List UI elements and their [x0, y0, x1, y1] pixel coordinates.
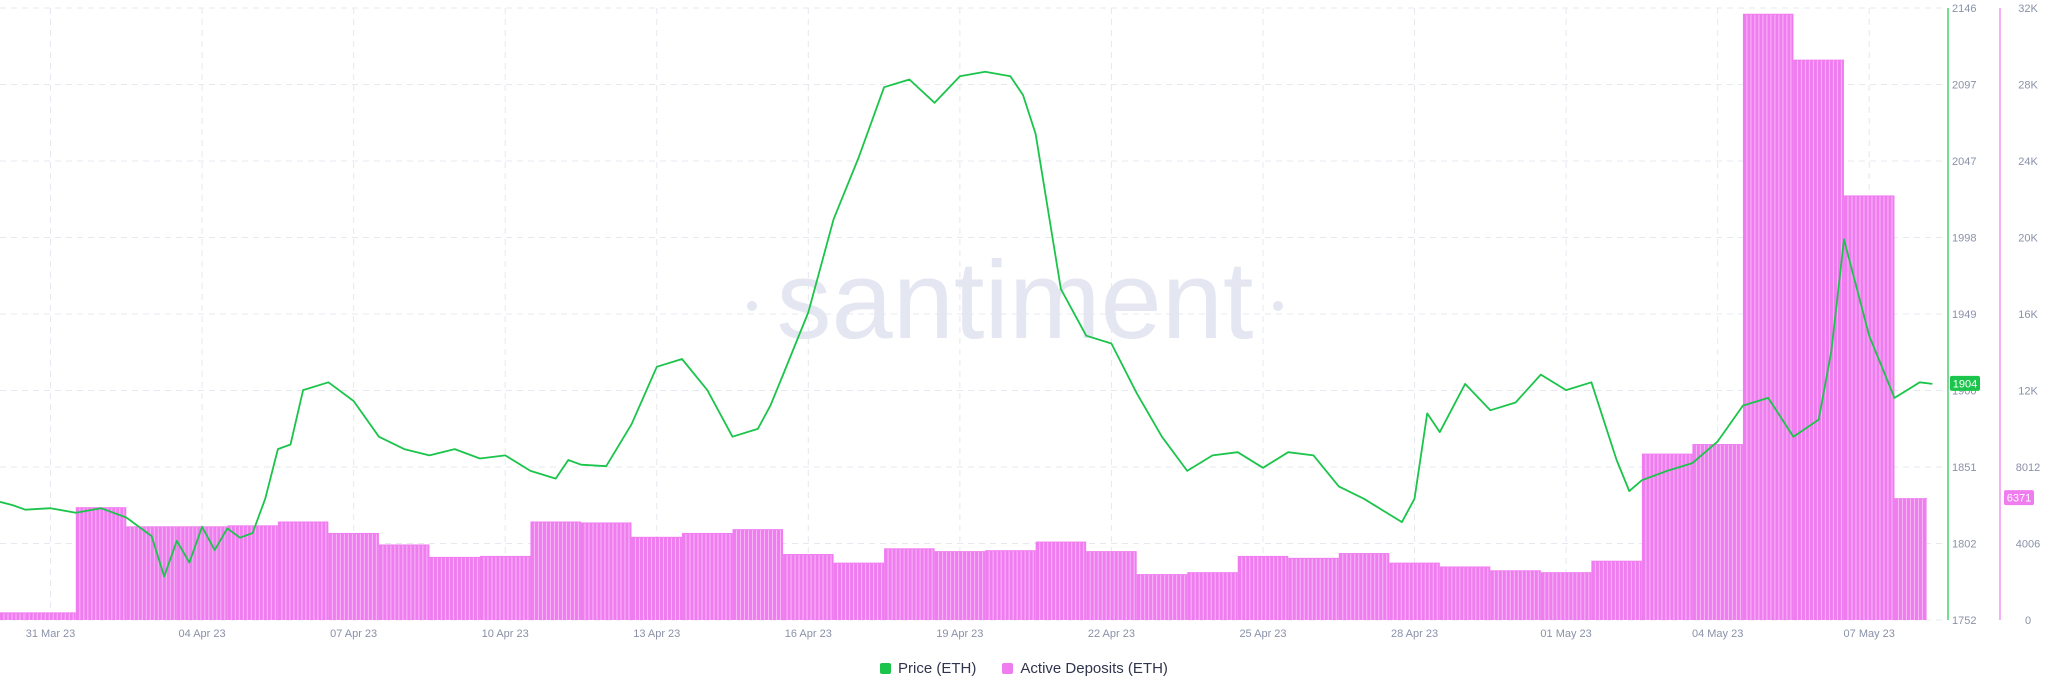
- deposit-bar: [1843, 195, 1895, 621]
- deposit-bar: [277, 521, 329, 620]
- deposit-bar: [1894, 498, 1927, 620]
- deposits-tick-label: 8012: [2016, 462, 2040, 474]
- legend-label-price: Price (ETH): [898, 660, 977, 677]
- x-tick-label: 25 Apr 23: [1239, 628, 1286, 640]
- legend-swatch-price: [880, 663, 892, 674]
- deposit-bar: [126, 526, 177, 620]
- deposits-tick-label: 20K: [2018, 233, 2038, 245]
- x-tick-label: 07 Apr 23: [330, 628, 377, 640]
- deposit-bar: [530, 521, 581, 620]
- deposit-bar: [227, 525, 278, 620]
- deposit-bar: [934, 551, 986, 620]
- x-tick-label: 04 Apr 23: [179, 628, 226, 640]
- deposit-bar: [328, 532, 379, 620]
- price-tick-label: 2047: [1952, 156, 1976, 168]
- deposits-tick-label: 32K: [2018, 3, 2038, 15]
- x-tick-label: 31 Mar 23: [26, 628, 76, 640]
- legend-item-price[interactable]: Price (ETH): [880, 660, 976, 677]
- deposit-bar: [1692, 444, 1743, 620]
- watermark-dot-left: [747, 301, 757, 311]
- x-tick-label: 16 Apr 23: [785, 628, 832, 640]
- deposit-bar: [1288, 557, 1339, 620]
- deposit-bar: [833, 562, 885, 620]
- deposit-bar: [429, 556, 480, 620]
- deposit-bar: [631, 536, 683, 620]
- deposits-tick-label: 24K: [2018, 156, 2038, 168]
- x-tick-label: 13 Apr 23: [633, 628, 680, 640]
- deposit-bar: [1641, 453, 1693, 620]
- deposit-bar: [479, 555, 531, 620]
- price-last-badge-text: 1904: [1953, 378, 1977, 390]
- deposits-tick-label: 28K: [2018, 80, 2038, 92]
- x-tick-label: 04 May 23: [1692, 628, 1743, 640]
- deposits-tick-label: 12K: [2018, 386, 2038, 398]
- deposit-bar: [75, 507, 127, 620]
- deposit-bar: [884, 548, 935, 620]
- deposits-bars: [0, 13, 1927, 621]
- deposit-bar: [1540, 572, 1592, 620]
- deposits-tick-label: 4006: [2016, 539, 2040, 551]
- deposit-bar: [580, 522, 632, 620]
- price-tick-label: 2097: [1952, 80, 1976, 92]
- deposit-bar: [1187, 572, 1238, 620]
- deposit-bar: [25, 612, 76, 620]
- legend-item-deposits[interactable]: Active Deposits (ETH): [1002, 660, 1168, 677]
- x-tick-label: 28 Apr 23: [1391, 628, 1438, 640]
- right-axes: 1752180218511900194919982047209721460400…: [1947, 3, 2040, 627]
- price-tick-label: 1851: [1952, 462, 1976, 474]
- deposit-bar: [1389, 562, 1440, 620]
- price-tick-label: 1752: [1952, 615, 1976, 627]
- deposits-tick-label: 16K: [2018, 309, 2038, 321]
- deposit-bar: [1237, 555, 1289, 620]
- deposit-bar: [1035, 541, 1087, 620]
- deposit-bar: [985, 550, 1036, 620]
- price-last-badge: [1950, 375, 1980, 391]
- deposit-bar: [1136, 574, 1188, 620]
- price-line: [0, 70, 1933, 578]
- deposit-bar: [0, 612, 26, 620]
- deposits-last-badge-text: 6371: [2007, 493, 2031, 505]
- x-tick-label: 19 Apr 23: [936, 628, 983, 640]
- legend-swatch-deposits: [1002, 663, 1014, 674]
- deposit-bar: [682, 532, 733, 620]
- deposit-bar: [378, 544, 430, 620]
- x-tick-label: 10 Apr 23: [482, 628, 529, 640]
- x-tick-label: 01 May 23: [1540, 628, 1591, 640]
- price-tick-label: 1949: [1952, 309, 1976, 321]
- watermark-dot-right: [1273, 301, 1283, 311]
- price-tick-label: 1802: [1952, 539, 1976, 551]
- watermark: santiment: [777, 239, 1254, 362]
- deposit-bar: [1439, 566, 1491, 620]
- price-tick-label: 2146: [1952, 3, 1976, 15]
- deposits-tick-label: 0: [2025, 615, 2031, 627]
- deposits-last-badge: [2004, 490, 2034, 506]
- deposit-bar: [732, 529, 784, 620]
- legend-label-deposits: Active Deposits (ETH): [1020, 660, 1168, 677]
- deposit-bar: [1086, 551, 1137, 620]
- deposit-bar: [1490, 570, 1541, 620]
- deposit-bar: [1793, 59, 1844, 620]
- x-tick-label: 22 Apr 23: [1088, 628, 1135, 640]
- deposit-bar: [783, 554, 834, 620]
- deposit-bar: [1742, 13, 1794, 621]
- legend: Price (ETH) Active Deposits (ETH): [0, 660, 2048, 677]
- deposit-bar: [1338, 553, 1390, 620]
- price-tick-label: 1998: [1952, 233, 1976, 245]
- x-tick-label: 07 May 23: [1844, 628, 1895, 640]
- deposit-bar: [1591, 560, 1642, 620]
